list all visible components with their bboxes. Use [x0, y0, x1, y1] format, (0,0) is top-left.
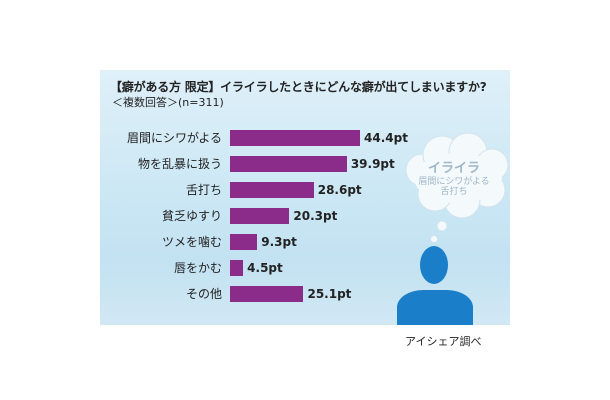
thought-bubble-text: イライラ 眉間にシワがよる 舌打ち: [414, 161, 494, 198]
bar: [230, 130, 360, 146]
category-label: 貧乏ゆすり: [161, 209, 222, 223]
category-label: その他: [185, 287, 222, 301]
category-label: 唇をかむ: [173, 261, 222, 275]
bar: [230, 182, 314, 198]
bar: [230, 260, 244, 276]
thought-bubble-title: イライラ: [427, 161, 480, 176]
value-label: 28.6pt: [317, 183, 362, 197]
bar: [230, 156, 347, 172]
chart-title: 【癖がある方 限定】イライラしたときにどんな癖が出てしまいますか?: [110, 80, 487, 94]
value-label: 20.3pt: [293, 209, 338, 223]
thinking-person-illustration: [397, 132, 509, 325]
bar: [230, 234, 258, 250]
bar: [230, 208, 290, 224]
person-head: [420, 246, 448, 284]
value-label: 44.4pt: [364, 131, 408, 145]
chart-panel: 【癖がある方 限定】イライラしたときにどんな癖が出てしまいますか? ＜複数回答＞…: [100, 70, 510, 325]
thought-bubble-line-2: 舌打ち: [440, 187, 468, 198]
source-credit: アイシェア調べ: [405, 335, 482, 348]
chart-subtitle: ＜複数回答＞(n=311): [112, 96, 224, 109]
category-label: 物を乱暴に扱う: [137, 157, 222, 171]
category-label: 舌打ち: [185, 183, 222, 197]
thought-bubble: [405, 132, 509, 243]
value-label: 9.3pt: [261, 235, 297, 249]
category-label: 眉間にシワがよる: [126, 131, 222, 145]
thought-bubble-line-1: 眉間にシワがよる: [418, 176, 490, 187]
person-silhouette: [397, 246, 473, 325]
value-label: 39.9pt: [350, 157, 395, 171]
value-label: 4.5pt: [247, 261, 283, 275]
bar: [230, 286, 304, 302]
category-label: ツメを噛む: [161, 235, 222, 249]
value-label: 25.1pt: [307, 287, 352, 301]
